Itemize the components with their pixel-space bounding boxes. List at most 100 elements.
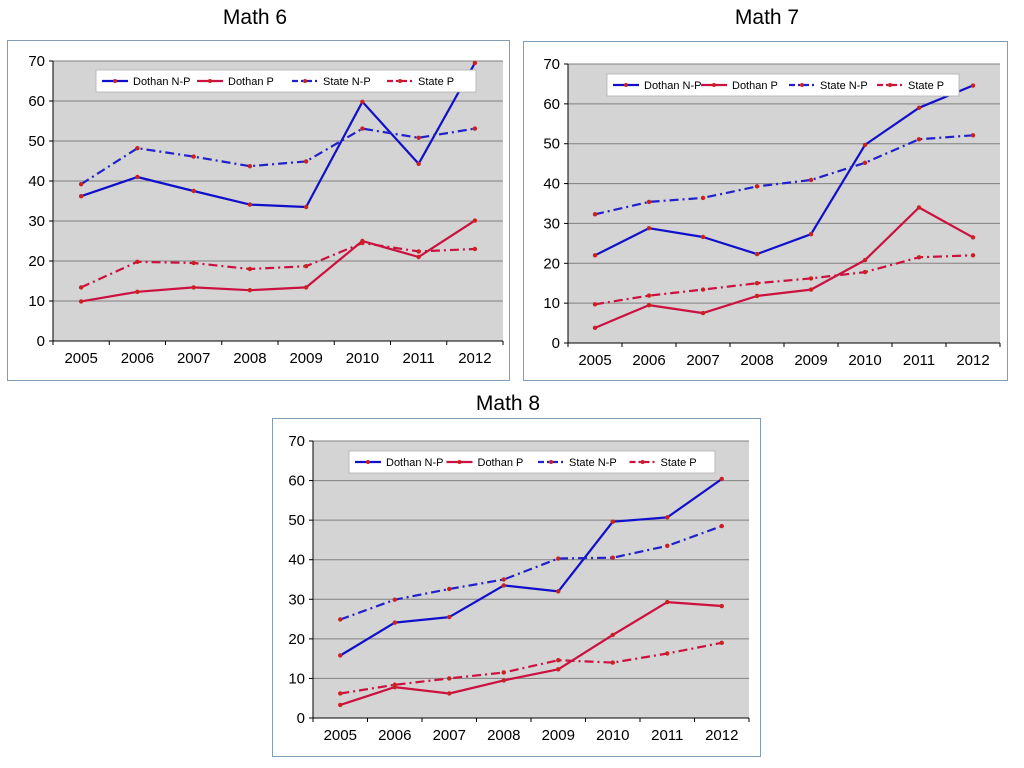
data-point-state-p [646, 293, 652, 298]
data-point-state-n-p [472, 126, 478, 131]
x-tick-label: 2011 [903, 352, 935, 369]
data-point-state-p [719, 640, 724, 646]
data-point-dothan-p [862, 257, 868, 263]
data-point-state-p [447, 676, 452, 681]
x-tick-label: 2006 [632, 352, 665, 369]
data-point-state-p [808, 276, 814, 281]
data-point-dothan-n-p [754, 251, 760, 257]
x-tick-label: 2012 [705, 727, 738, 744]
chart-math6-plot: 0 10 20 30 40 50 60 70 2005 2006 2007 2008 2009 2010 2… [28, 53, 504, 367]
y-tick-label: 70 [288, 433, 305, 450]
data-point-dothan-n-p [592, 253, 598, 258]
data-point-dothan-p [501, 678, 506, 683]
series-line-state-n-p [339, 525, 723, 621]
data-point-state-n-p [416, 135, 421, 140]
series-line-dothan-p [594, 206, 974, 329]
x-tick-label: 2006 [378, 727, 411, 744]
data-point-state-p [416, 249, 421, 254]
plot-area [568, 64, 1000, 343]
legend-label-dothan-p: Dothan P [478, 457, 524, 469]
chart-math6: 0 10 20 30 40 50 60 70 2005 2006 2007 2008 2009 2010 2… [7, 40, 510, 381]
data-point-state-p [754, 281, 760, 286]
data-point-state-n-p [360, 126, 365, 131]
x-tick-label: 2010 [346, 350, 379, 367]
y-tick-label: 40 [543, 176, 560, 193]
data-point-dothan-n-p [970, 83, 976, 88]
legend-label-state-p: State P [661, 457, 697, 469]
x-tick-label: 2010 [848, 352, 881, 369]
chart-math8: 0 10 20 30 40 50 60 70 2005 2006 2007 2008 2009 2010 2… [272, 418, 761, 757]
data-point-state-p [916, 255, 922, 260]
x-tick-label: 2011 [402, 350, 434, 367]
y-tick-label: 20 [28, 253, 45, 270]
plot-area [53, 61, 503, 341]
data-point-dothan-p [592, 325, 598, 331]
data-point-dothan-p [416, 254, 421, 260]
chart-math7: 0 10 20 30 40 50 60 70 2005 2006 2007 2008 2009 2010 2… [523, 41, 1008, 381]
legend-marker [712, 83, 716, 87]
data-point-dothan-p [808, 287, 814, 292]
chart-math8-plot: 0 10 20 30 40 50 60 70 2005 2006 2007 2008 2009 2010 2… [288, 433, 750, 744]
data-point-dothan-p [719, 603, 724, 609]
data-point-dothan-p [135, 289, 140, 294]
chart-math7-plot: 0 10 20 30 40 50 60 70 2005 2006 2007 2008 2009 2010 2… [543, 56, 1001, 369]
data-point-state-n-p [970, 133, 976, 138]
x-tick-label: 2009 [542, 727, 575, 744]
y-tick-label: 60 [28, 93, 45, 110]
y-tick-label: 30 [28, 213, 45, 230]
y-tick-label: 60 [288, 473, 305, 490]
data-point-state-n-p [501, 577, 506, 582]
x-tick-label: 2007 [433, 727, 466, 744]
legend-marker [303, 79, 307, 83]
legend-label-state-n-p: State N-P [820, 80, 868, 92]
data-point-dothan-n-p [719, 476, 724, 482]
data-point-state-n-p [303, 159, 309, 164]
legend-marker [457, 460, 462, 464]
legend-label-dothan-n-p: Dothan N-P [644, 80, 701, 92]
series-line-dothan-n-p [339, 478, 723, 657]
x-tick-label: 2007 [177, 350, 210, 367]
y-tick-label: 30 [543, 215, 560, 232]
data-point-state-p [592, 302, 598, 307]
data-point-dothan-n-p [135, 174, 140, 180]
data-point-dothan-n-p [447, 614, 452, 620]
data-point-dothan-n-p [360, 99, 365, 104]
y-tick-label: 20 [543, 255, 560, 272]
y-tick-label: 50 [543, 136, 560, 153]
data-point-dothan-n-p [247, 202, 253, 207]
data-point-state-n-p [338, 617, 343, 622]
chart-title-math7: Math 7 [734, 6, 800, 29]
data-point-state-n-p [78, 182, 84, 187]
legend-label-dothan-p: Dothan P [732, 80, 778, 92]
data-point-state-p [862, 269, 868, 275]
data-point-dothan-n-p [78, 194, 84, 199]
legend-marker [398, 79, 402, 83]
data-point-state-n-p [592, 212, 598, 217]
y-tick-label: 0 [37, 333, 45, 350]
y-tick-label: 30 [288, 591, 305, 608]
data-point-dothan-n-p [610, 519, 615, 524]
data-point-dothan-p [447, 691, 452, 696]
data-point-state-n-p [392, 597, 397, 602]
x-tick-label: 2008 [233, 350, 266, 367]
x-tick-label: 2008 [740, 352, 773, 369]
data-point-state-p [135, 259, 140, 264]
y-tick-label: 10 [543, 295, 560, 312]
data-point-state-p [338, 691, 343, 696]
data-point-state-n-p [862, 160, 868, 166]
series-line-state-p [80, 241, 475, 289]
data-point-state-p [700, 287, 706, 292]
legend-label-state-p: State P [418, 76, 454, 88]
legend-marker [208, 79, 212, 83]
x-tick-label: 2005 [64, 350, 97, 367]
y-tick-label: 50 [288, 512, 305, 529]
series-line-dothan-p [80, 219, 476, 303]
x-tick-label: 2005 [578, 352, 611, 369]
x-tick-label: 2009 [289, 350, 322, 367]
series-line-dothan-n-p [80, 62, 476, 209]
y-tick-label: 70 [28, 53, 45, 70]
series-line-state-n-p [80, 127, 476, 186]
data-point-dothan-n-p [303, 204, 309, 210]
data-point-dothan-n-p [556, 589, 561, 594]
data-point-state-p [303, 264, 309, 269]
